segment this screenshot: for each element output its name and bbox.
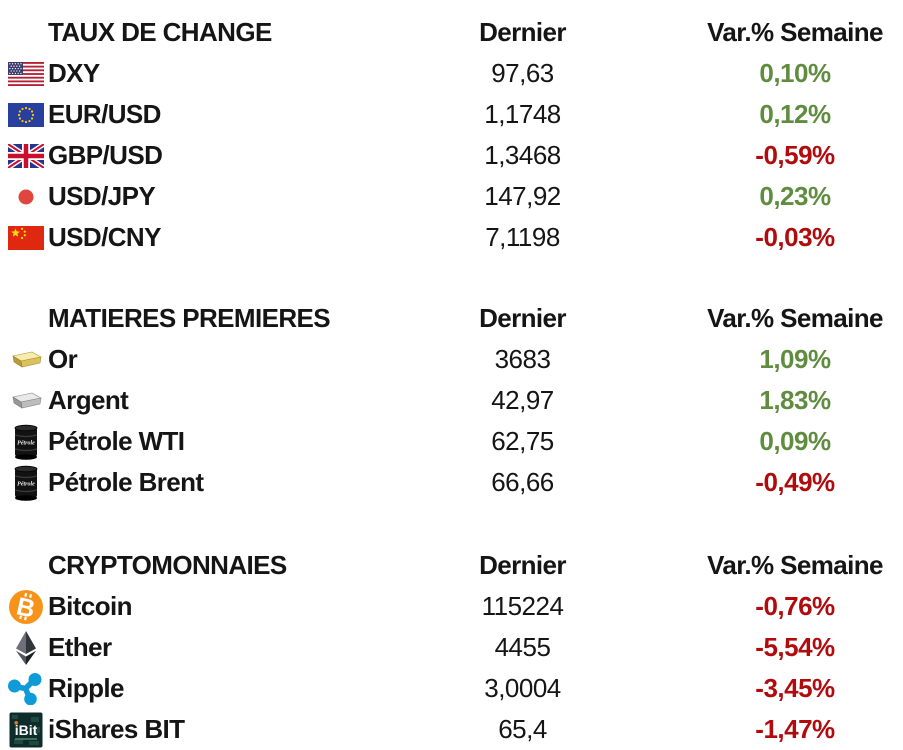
oil-barrel-icon: Pétrole	[8, 462, 44, 503]
section-title: MATIERES PREMIERES	[48, 303, 331, 333]
var-value: 0,12%	[759, 99, 831, 129]
section-title: TAUX DE CHANGE	[48, 17, 272, 47]
column-header-dernier: Dernier	[479, 17, 566, 47]
table-row: Pétrole Pétrole WTI 62,75 0,09%	[0, 421, 903, 462]
var-value: -0,76%	[755, 591, 835, 621]
ethereum-icon	[8, 627, 44, 668]
row-label: Pétrole WTI	[48, 426, 185, 456]
table-row: USD/JPY 147,92 0,23%	[0, 176, 903, 217]
dernier-value: 66,66	[491, 467, 554, 497]
table-row: Ether 4455 -5,54%	[0, 627, 903, 668]
table-row: EUR/USD 1,1748 0,12%	[0, 94, 903, 135]
dernier-value: 3,0004	[484, 673, 561, 703]
dernier-value: 3683	[494, 344, 551, 374]
column-header-var: Var.% Semaine	[707, 550, 883, 580]
row-label: DXY	[48, 58, 100, 88]
dernier-value: 97,63	[491, 58, 554, 88]
column-header-dernier: Dernier	[479, 550, 566, 580]
dernier-value: 4455	[494, 632, 551, 662]
table-row: Or 3683 1,09%	[0, 339, 903, 380]
var-value: 0,09%	[759, 426, 831, 456]
dernier-value: 65,4	[498, 714, 547, 744]
var-value: -1,47%	[755, 714, 835, 744]
japan-flag-icon	[8, 176, 44, 217]
row-label: GBP/USD	[48, 140, 163, 170]
row-label: USD/CNY	[48, 222, 161, 252]
oil-barrel-icon: Pétrole	[8, 421, 44, 462]
section-spacer	[0, 258, 903, 298]
svg-text:iBit: iBit	[15, 722, 38, 738]
table-row: DXY 97,63 0,10%	[0, 53, 903, 94]
table-row: USD/CNY 7,1198 -0,03%	[0, 217, 903, 258]
dernier-value: 115224	[481, 591, 564, 621]
var-value: -3,45%	[755, 673, 835, 703]
uk-flag-icon	[8, 135, 44, 176]
row-label: iShares BIT	[48, 714, 185, 744]
var-value: -0,59%	[755, 140, 835, 170]
row-label: USD/JPY	[48, 181, 156, 211]
dernier-value: 62,75	[491, 426, 554, 456]
svg-text:Pétrole: Pétrole	[17, 440, 35, 446]
var-value: -0,03%	[755, 222, 835, 252]
table-row: Ripple 3,0004 -3,45%	[0, 668, 903, 709]
row-label: Ripple	[48, 673, 124, 703]
section-spacer	[0, 503, 903, 545]
dernier-value: 7,1198	[485, 222, 560, 252]
row-label: Or	[48, 344, 78, 374]
china-flag-icon	[8, 217, 44, 258]
bitcoin-icon: B	[8, 586, 44, 627]
row-label: Pétrole Brent	[48, 467, 204, 497]
var-value: -5,54%	[755, 632, 835, 662]
column-header-dernier: Dernier	[479, 303, 566, 333]
table-row: GBP/USD 1,3468 -0,59%	[0, 135, 903, 176]
dernier-value: 1,3468	[484, 140, 561, 170]
ripple-icon	[8, 668, 44, 709]
dernier-value: 1,1748	[484, 99, 561, 129]
table-row: Argent 42,97 1,83%	[0, 380, 903, 421]
var-value: 0,23%	[759, 181, 831, 211]
table-row: Pétrole Pétrole Brent 66,66 -0,49%	[0, 462, 903, 503]
dernier-value: 42,97	[491, 385, 554, 415]
section-header-row: MATIERES PREMIERES Dernier Var.% Semaine	[0, 298, 903, 339]
row-label: Bitcoin	[48, 591, 133, 621]
section-header-row: CRYPTOMONNAIES Dernier Var.% Semaine	[0, 545, 903, 586]
eu-flag-icon	[8, 94, 44, 135]
gold-bar-icon	[8, 339, 44, 380]
var-value: 0,10%	[759, 58, 831, 88]
row-label: EUR/USD	[48, 99, 161, 129]
var-value: 1,83%	[759, 385, 831, 415]
column-header-var: Var.% Semaine	[707, 17, 883, 47]
row-label: Argent	[48, 385, 129, 415]
dernier-value: 147,92	[484, 181, 561, 211]
var-value: -0,49%	[755, 467, 835, 497]
ishares-bit-icon: iBit	[8, 709, 44, 750]
section-header-row: TAUX DE CHANGE Dernier Var.% Semaine	[0, 12, 903, 53]
row-label: Ether	[48, 632, 112, 662]
section-title: CRYPTOMONNAIES	[48, 550, 287, 580]
column-header-var: Var.% Semaine	[707, 303, 883, 333]
table-row: B Bitcoin 115224 -0,76%	[0, 586, 903, 627]
us-flag-icon	[8, 53, 44, 94]
svg-text:Pétrole: Pétrole	[17, 481, 35, 487]
silver-bar-icon	[8, 380, 44, 421]
var-value: 1,09%	[759, 344, 831, 374]
table-row: iBit iShares BIT 65,4 -1,47%	[0, 709, 903, 750]
